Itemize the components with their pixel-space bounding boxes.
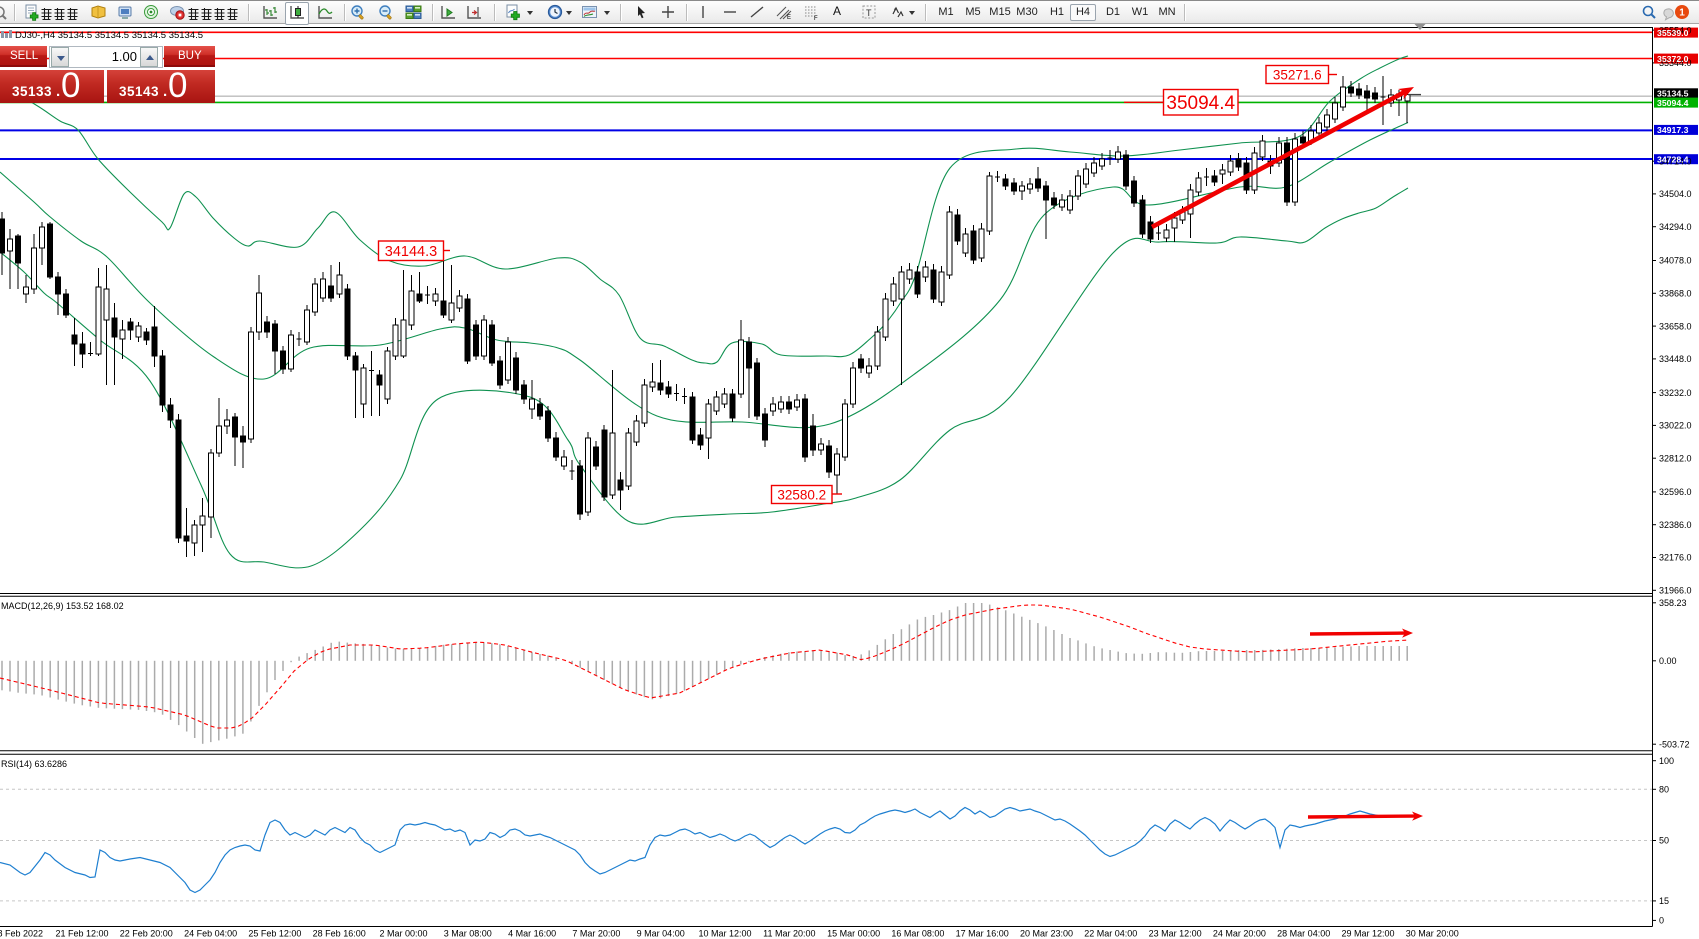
svg-text:18 Feb 2022: 18 Feb 2022 <box>0 929 43 939</box>
svg-text:34917.3: 34917.3 <box>1657 125 1689 135</box>
svg-text:17 Mar 16:00: 17 Mar 16:00 <box>956 929 1009 939</box>
svg-text:29 Mar 12:00: 29 Mar 12:00 <box>1341 929 1394 939</box>
svg-text:35134.5: 35134.5 <box>1657 89 1689 99</box>
svg-text:RSI(14) 63.6286: RSI(14) 63.6286 <box>1 759 67 769</box>
svg-text:-503.72: -503.72 <box>1659 739 1690 749</box>
svg-text:32596.0: 32596.0 <box>1659 487 1692 497</box>
svg-text:35372.0: 35372.0 <box>1657 54 1689 64</box>
svg-text:20 Mar 23:00: 20 Mar 23:00 <box>1020 929 1073 939</box>
svg-text:32812.0: 32812.0 <box>1659 453 1692 463</box>
svg-text:33448.0: 33448.0 <box>1659 354 1692 364</box>
svg-text:DJ30-,H4 35134.5 35134.5 3513: DJ30-,H4 35134.5 35134.5 35134.5 35134.5 <box>15 30 203 41</box>
svg-text:35094.4: 35094.4 <box>1166 93 1235 114</box>
svg-text:28 Feb 16:00: 28 Feb 16:00 <box>313 929 366 939</box>
svg-text:F: F <box>814 16 818 22</box>
svg-text:1: 1 <box>1679 8 1685 19</box>
svg-text:34714.0: 34714.0 <box>1659 156 1692 166</box>
svg-text:33658.0: 33658.0 <box>1659 321 1692 331</box>
svg-text:34728.4: 34728.4 <box>1657 154 1689 164</box>
svg-text:28 Mar 04:00: 28 Mar 04:00 <box>1277 929 1330 939</box>
svg-text:24 Mar 20:00: 24 Mar 20:00 <box>1213 929 1266 939</box>
svg-text:15: 15 <box>1659 896 1669 906</box>
svg-text:80: 80 <box>1659 785 1669 795</box>
svg-text:34078.0: 34078.0 <box>1659 256 1692 266</box>
svg-text:35554.0: 35554.0 <box>1659 25 1692 35</box>
svg-text:35094.4: 35094.4 <box>1657 98 1689 108</box>
svg-text:11 Mar 20:00: 11 Mar 20:00 <box>763 929 815 939</box>
svg-text:T: T <box>866 8 872 18</box>
svg-text:30 Mar 20:00: 30 Mar 20:00 <box>1406 929 1459 939</box>
svg-text:24 Feb 04:00: 24 Feb 04:00 <box>184 929 237 939</box>
svg-text:34504.0: 34504.0 <box>1659 189 1692 199</box>
svg-text:4 Mar 16:00: 4 Mar 16:00 <box>508 929 556 939</box>
svg-text:MACD(12,26,9) 153.52 168.02: MACD(12,26,9) 153.52 168.02 <box>1 601 124 611</box>
svg-text:32176.0: 32176.0 <box>1659 553 1692 563</box>
svg-text:34294.0: 34294.0 <box>1659 222 1692 232</box>
svg-text:22 Feb 20:00: 22 Feb 20:00 <box>120 929 173 939</box>
svg-text:2 Mar 00:00: 2 Mar 00:00 <box>379 929 427 939</box>
svg-text:50: 50 <box>1659 836 1669 846</box>
svg-text:100: 100 <box>1659 756 1674 766</box>
svg-text:23 Mar 12:00: 23 Mar 12:00 <box>1149 929 1202 939</box>
svg-text:0.00: 0.00 <box>1659 656 1677 666</box>
svg-text:34144.3: 34144.3 <box>385 244 437 260</box>
svg-text:E: E <box>787 15 791 21</box>
svg-text:35271.6: 35271.6 <box>1273 67 1322 82</box>
svg-text:3 Mar 08:00: 3 Mar 08:00 <box>444 929 492 939</box>
svg-text:22 Mar 04:00: 22 Mar 04:00 <box>1084 929 1137 939</box>
svg-text:0: 0 <box>1659 916 1664 926</box>
svg-text:15 Mar 00:00: 15 Mar 00:00 <box>827 929 880 939</box>
svg-text:31966.0: 31966.0 <box>1659 586 1692 596</box>
svg-text:7 Mar 20:00: 7 Mar 20:00 <box>572 929 620 939</box>
svg-text:35344.0: 35344.0 <box>1659 58 1692 68</box>
svg-text:32386.0: 32386.0 <box>1659 520 1692 530</box>
svg-text:9 Mar 04:00: 9 Mar 04:00 <box>637 929 685 939</box>
svg-text:358.23: 358.23 <box>1659 598 1687 608</box>
svg-text:16 Mar 08:00: 16 Mar 08:00 <box>891 929 944 939</box>
svg-text:32580.2: 32580.2 <box>777 487 826 502</box>
svg-text:35539.0: 35539.0 <box>1657 28 1689 38</box>
svg-text:33868.0: 33868.0 <box>1659 289 1692 299</box>
svg-text:33232.0: 33232.0 <box>1659 388 1692 398</box>
svg-text:10 Mar 12:00: 10 Mar 12:00 <box>698 929 751 939</box>
svg-text:25 Feb 12:00: 25 Feb 12:00 <box>248 929 301 939</box>
svg-text:33022.0: 33022.0 <box>1659 421 1692 431</box>
svg-text:21 Feb 12:00: 21 Feb 12:00 <box>55 929 108 939</box>
